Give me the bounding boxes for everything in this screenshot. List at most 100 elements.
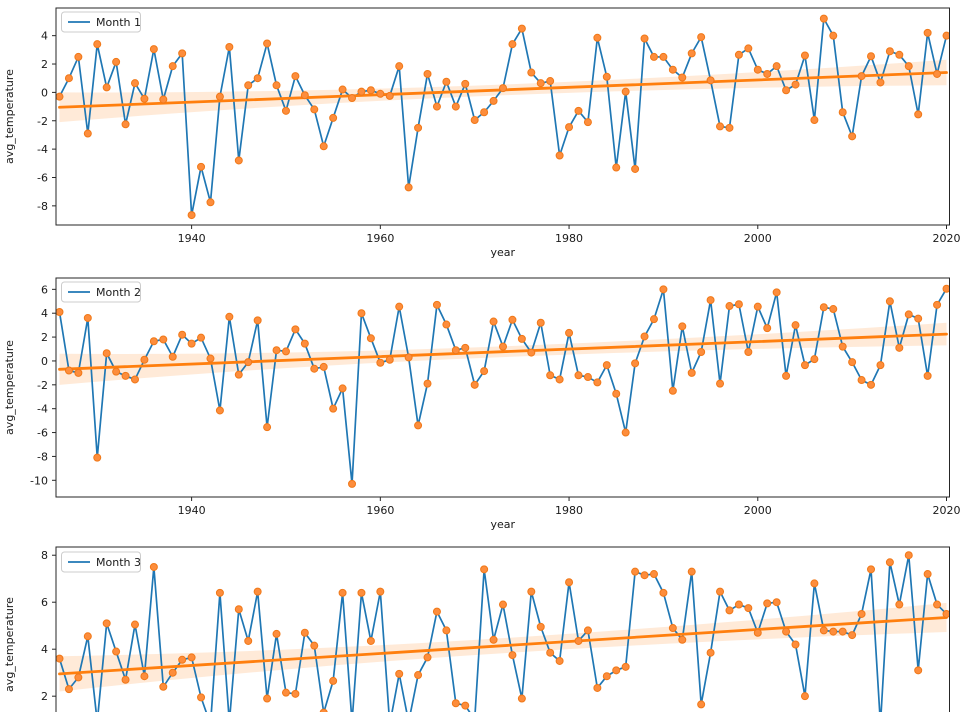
data-point-marker [319, 708, 328, 712]
data-point-marker [461, 343, 470, 352]
data-point-marker [385, 355, 394, 364]
data-point-marker [800, 51, 809, 60]
data-point-marker [499, 600, 507, 609]
data-point-marker [423, 653, 432, 662]
data-point-marker [517, 334, 526, 343]
data-point-marker [631, 567, 640, 576]
data-point-marker [800, 361, 809, 370]
data-point-marker [659, 52, 668, 61]
data-point-marker [649, 52, 658, 61]
data-point-marker [423, 379, 432, 388]
data-point-marker [829, 31, 838, 40]
y-tick-label: 2 [41, 331, 48, 344]
data-point-marker [914, 666, 923, 675]
chart-month-3: 8 6 4 2 avg_temperature Month 3 [3, 546, 950, 712]
data-point-marker [867, 565, 876, 574]
data-point-marker [782, 371, 791, 380]
data-point-marker [414, 421, 423, 430]
data-point-marker [168, 62, 177, 71]
data-point-marker [414, 671, 423, 680]
y-tick-label: 4 [41, 30, 48, 43]
data-point-marker [206, 354, 215, 363]
data-point-marker [508, 315, 517, 324]
data-point-marker [253, 74, 262, 83]
data-point-marker [56, 308, 64, 317]
data-point-marker [895, 50, 904, 59]
data-point-marker [404, 183, 413, 192]
data-point-marker [763, 599, 772, 608]
data-point-marker [461, 701, 470, 710]
y-axis-label: avg_temperature [3, 69, 16, 164]
data-point-marker [536, 622, 545, 631]
data-point-marker [725, 606, 734, 615]
data-point-marker [499, 342, 507, 351]
data-point-marker [168, 352, 177, 361]
y-tick-label: 2 [41, 58, 48, 71]
data-point-marker [687, 368, 696, 377]
data-point-marker [536, 79, 545, 88]
data-point-marker [678, 73, 687, 82]
data-point-marker [933, 600, 942, 609]
data-point-marker [263, 39, 272, 48]
data-point-marker [640, 571, 649, 580]
data-point-marker [819, 303, 828, 312]
data-point-marker [914, 110, 923, 119]
data-point-marker [876, 78, 885, 87]
data-point-marker [93, 453, 102, 462]
data-point-marker [102, 349, 111, 358]
data-point-marker [848, 358, 857, 367]
data-point-marker [480, 108, 489, 117]
data-point-marker [291, 325, 300, 334]
data-point-marker [942, 31, 950, 40]
legend: Month 1 [61, 11, 141, 33]
data-point-marker [395, 62, 404, 71]
data-point-marker [904, 62, 913, 71]
data-point-marker [565, 123, 574, 132]
data-point-marker [867, 380, 876, 389]
legend: Month 3 [61, 551, 141, 573]
data-point-marker [159, 335, 168, 344]
y-tick-label: -8 [37, 200, 48, 213]
legend-box [61, 551, 141, 573]
data-point-marker [904, 551, 913, 560]
data-point-marker [744, 347, 753, 356]
data-point-marker [565, 578, 574, 587]
x-tick-label: 2020 [933, 232, 961, 245]
data-point-marker [64, 74, 73, 83]
data-point-marker [348, 479, 357, 488]
data-point-marker [574, 371, 583, 380]
data-point-marker [74, 368, 83, 377]
data-point-marker [451, 102, 460, 111]
legend-box [61, 11, 141, 33]
data-point-marker [253, 316, 262, 325]
y-tick-label: -6 [37, 427, 48, 440]
plot-area [56, 551, 950, 712]
data-point-marker [602, 672, 611, 681]
data-point-marker [791, 321, 800, 330]
data-point-marker [234, 370, 243, 379]
data-point-marker [64, 685, 73, 694]
x-tick-label: 1940 [178, 504, 206, 517]
data-point-marker [338, 85, 347, 94]
x-tick-label: 1980 [555, 232, 583, 245]
data-point-marker [621, 428, 630, 437]
x-tick-label: 1960 [366, 504, 394, 517]
data-point-marker [83, 129, 92, 138]
data-point-marker [772, 62, 781, 71]
data-point-marker [536, 318, 545, 327]
data-point-marker [546, 648, 555, 657]
data-point-marker [442, 626, 451, 635]
data-point-marker [272, 629, 281, 638]
data-point-marker [112, 367, 121, 376]
data-point-marker [527, 68, 536, 77]
data-point-marker [159, 95, 168, 104]
data-point-marker [197, 693, 206, 702]
chart-month-2: 6 4 2 0 -2 -4 -6 -8 -10 1940 1960 1980 2000 2020 year a… [3, 277, 961, 531]
data-point-marker [631, 164, 640, 173]
data-point-marker [225, 312, 234, 321]
data-point-marker [508, 40, 517, 49]
data-point-marker [716, 587, 725, 596]
data-point-marker [697, 700, 706, 709]
data-point-marker [678, 322, 687, 331]
data-point-marker [753, 302, 762, 311]
